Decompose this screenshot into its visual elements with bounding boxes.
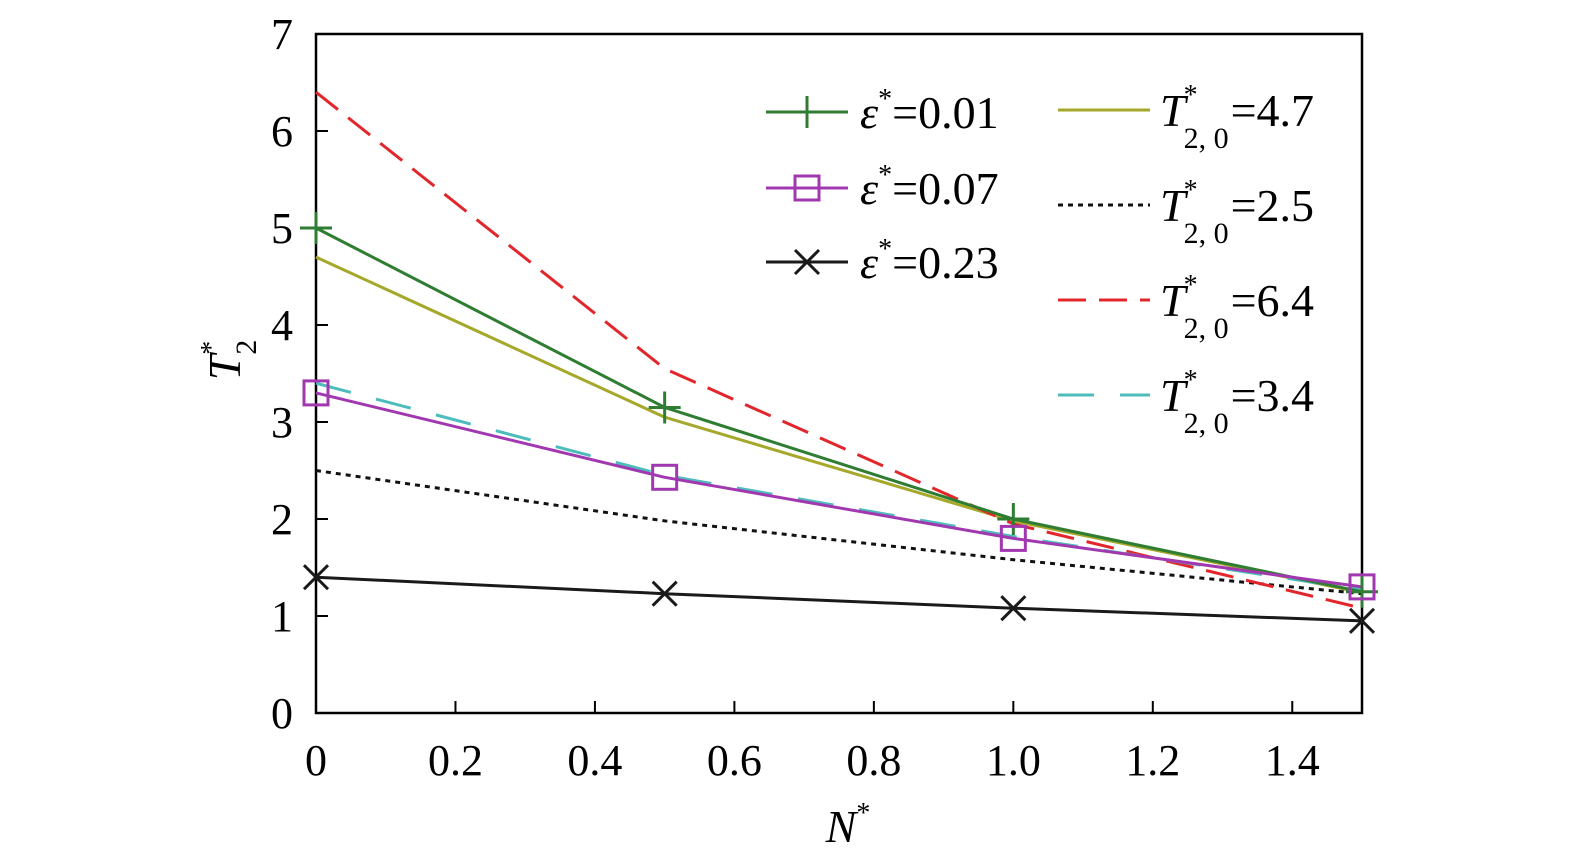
legend-label: ε*=0.01 (860, 84, 999, 138)
series-line-1 (315, 226, 1363, 594)
legend-entry: T* 2, 0=2.5 (1058, 175, 1314, 250)
tick-labels: 0 0.2 0.4 0.6 0.8 1.0 1.2 1.4 0 1 2 3 4 5 6 7 (271, 10, 1320, 785)
legend-entry: ε*=0.01 (766, 84, 999, 138)
legend-label: ε*=0.07 (860, 160, 999, 214)
series-line-3 (315, 575, 1363, 623)
legend-entry: ε*=0.07 (766, 160, 999, 214)
x-tick-label: 1.2 (1125, 736, 1180, 785)
x-tick-label: 0.6 (707, 736, 762, 785)
legend-label: T* 2, 0=3.4 (1160, 365, 1314, 440)
legend-label: T* 2, 0=2.5 (1160, 175, 1314, 250)
series-layer (315, 91, 1363, 623)
legend-entry: T* 2, 0=4.7 (1058, 80, 1314, 155)
legend-entry: ε*=0.23 (766, 234, 999, 288)
series-line-5 (315, 469, 1363, 596)
data-point (1348, 573, 1376, 601)
y-axis-label: T* 2 (196, 340, 263, 381)
x-tick-label: 0.2 (428, 736, 483, 785)
legend: ε*=0.01 ε*=0.07 ε*=0.23 T* 2, 0=4.7 T* 2, 0=2.… (766, 80, 1314, 440)
data-point (651, 580, 678, 607)
data-point (648, 391, 681, 424)
legend-marker (791, 96, 823, 128)
y-tick-label: 2 (271, 495, 293, 544)
legend-label: ε*=0.23 (860, 234, 999, 288)
y-tick-label: 5 (271, 204, 293, 253)
y-tick-label: 6 (271, 107, 293, 156)
y-tick-label: 4 (271, 301, 293, 350)
plot-frame (314, 32, 1364, 715)
y-tick-label: 7 (271, 10, 293, 59)
data-point (1000, 595, 1027, 622)
x-tick-label: 0.8 (846, 736, 901, 785)
series-line-2 (315, 391, 1363, 589)
x-tick-label: 0 (305, 736, 327, 785)
data-point (302, 564, 330, 591)
data-point (651, 463, 679, 491)
x-axis-label: N* (825, 798, 871, 852)
y-tick-label: 3 (271, 398, 293, 447)
legend-marker (793, 174, 821, 202)
legend-label: T* 2, 0=6.4 (1160, 270, 1314, 345)
x-tick-label: 0.4 (567, 736, 622, 785)
y-tick-label: 0 (271, 689, 293, 738)
data-point (999, 524, 1027, 552)
series-line-6 (315, 91, 1363, 610)
y-tick-label: 1 (271, 592, 293, 641)
data-point (302, 379, 330, 407)
legend-marker (793, 248, 821, 276)
plot-area (314, 32, 1364, 715)
data-point (997, 503, 1030, 535)
data-point (300, 212, 332, 244)
x-tick-label: 1.0 (986, 736, 1041, 785)
data-point (1348, 607, 1376, 634)
legend-entry: T* 2, 0=6.4 (1058, 270, 1314, 345)
marker-layer (300, 212, 1378, 634)
legend-entry: T* 2, 0=3.4 (1058, 365, 1314, 440)
legend-label: T* 2, 0=4.7 (1160, 80, 1314, 155)
x-tick-label: 1.4 (1265, 736, 1320, 785)
